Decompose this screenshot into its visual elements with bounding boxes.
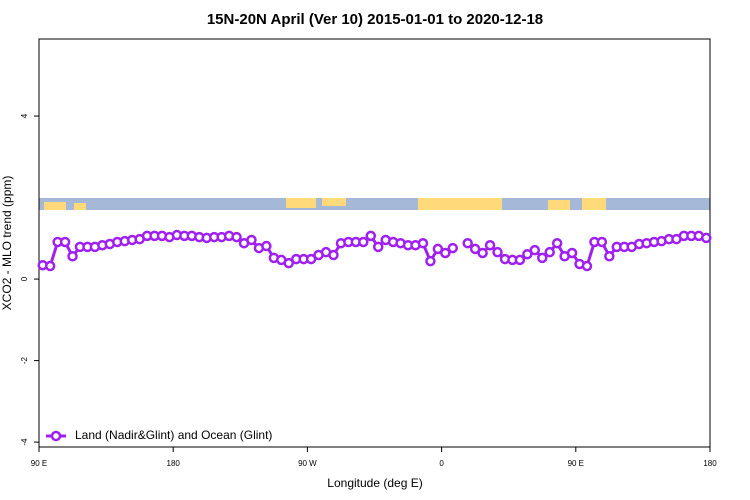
point [701,232,712,244]
point [328,249,339,261]
point [529,244,541,256]
point [596,236,608,248]
point [551,237,563,249]
point [246,234,257,246]
point [440,247,451,259]
x-tick-label: 90 E [568,459,584,468]
point [417,237,429,249]
land-band [74,203,86,210]
x-tick-label: 180 [167,459,181,468]
land-band [418,198,502,210]
point [484,239,496,251]
point [477,247,488,259]
x-tick-label: 90 W [298,459,317,468]
point [462,237,473,249]
land-band [322,198,346,206]
y-axis-label: XCO2 - MLO trend (ppm) [0,176,14,311]
legend-label: Land (Nadir&Glint) and Ocean (Glint) [75,428,272,442]
point [425,255,436,267]
y-tick-label: 0 [20,276,29,281]
plot-frame [38,38,711,448]
point [604,250,615,262]
land-band [582,198,606,210]
ocean-band [39,198,710,210]
x-tick-label: 90 E [31,459,47,468]
point [59,236,71,248]
land-band [286,198,316,208]
x-axis-label: Longitude (deg E) [327,476,422,490]
point [231,231,242,243]
point [305,253,317,265]
point [283,257,295,269]
point [522,248,533,260]
map-strip [39,198,710,210]
point [581,260,593,272]
point [365,230,377,242]
point [358,236,369,248]
y-tick-label: -2 [20,356,29,364]
point [566,247,578,259]
land-band [548,200,570,210]
chart-title: 15N-20N April (Ver 10) 2015-01-01 to 202… [207,11,543,28]
y-tick-label: -4 [20,438,29,446]
point [67,250,78,262]
point [372,241,384,253]
point [544,246,555,258]
x-tick-label: 0 [439,459,444,468]
point [514,254,526,266]
legend-marker [50,430,62,442]
x-tick-label: 180 [703,459,717,468]
point [492,246,503,258]
point [537,252,548,264]
land-band [44,202,66,210]
y-tick-label: 4 [20,113,29,118]
point [261,240,272,252]
point [447,242,459,254]
point [44,260,56,272]
point [432,243,444,255]
point [469,243,481,255]
